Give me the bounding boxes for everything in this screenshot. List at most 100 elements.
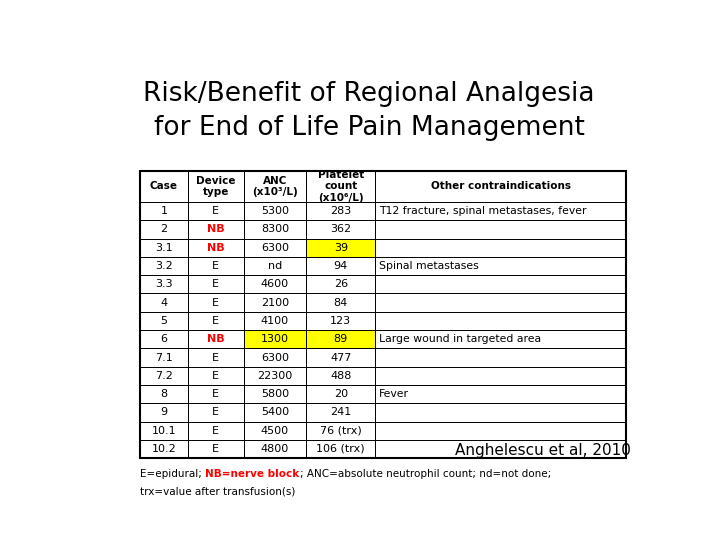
Text: NB: NB	[207, 225, 225, 234]
Text: 4: 4	[161, 298, 168, 308]
Bar	[140, 239, 188, 257]
Bar	[375, 312, 626, 330]
Bar	[306, 220, 375, 239]
Bar	[243, 385, 306, 403]
Text: 76 (trx): 76 (trx)	[320, 426, 361, 436]
Text: E: E	[212, 279, 219, 289]
Bar	[243, 293, 306, 312]
Bar	[140, 293, 188, 312]
Text: 4600: 4600	[261, 279, 289, 289]
Text: 1: 1	[161, 206, 168, 216]
Bar	[375, 403, 626, 422]
Text: 39: 39	[334, 243, 348, 253]
Bar	[188, 275, 243, 293]
Text: 5: 5	[161, 316, 168, 326]
Text: 10.2: 10.2	[151, 444, 176, 454]
Bar	[243, 422, 306, 440]
Text: nd: nd	[268, 261, 282, 271]
Text: Other contraindications: Other contraindications	[431, 181, 570, 191]
Text: Platelet
count
(x10⁶/L): Platelet count (x10⁶/L)	[318, 170, 364, 203]
Text: 26: 26	[334, 279, 348, 289]
Bar	[188, 257, 243, 275]
Bar	[375, 385, 626, 403]
Text: Anghelescu et al, 2010: Anghelescu et al, 2010	[455, 443, 631, 458]
Text: 8: 8	[161, 389, 168, 399]
Bar	[188, 367, 243, 385]
Text: 7.2: 7.2	[155, 371, 173, 381]
Bar	[375, 367, 626, 385]
Bar	[243, 403, 306, 422]
Text: 5400: 5400	[261, 407, 289, 417]
Bar	[375, 220, 626, 239]
Bar	[375, 293, 626, 312]
Bar	[243, 348, 306, 367]
Text: 3.3: 3.3	[155, 279, 173, 289]
Text: E: E	[212, 407, 219, 417]
Bar	[188, 171, 243, 202]
Bar	[140, 171, 188, 202]
Bar	[243, 257, 306, 275]
Bar	[188, 403, 243, 422]
Text: Risk/Benefit of Regional Analgesia: Risk/Benefit of Regional Analgesia	[143, 82, 595, 107]
Text: 22300: 22300	[257, 371, 292, 381]
Text: E: E	[212, 261, 219, 271]
Bar	[140, 422, 188, 440]
Text: E: E	[212, 298, 219, 308]
Bar	[188, 202, 243, 220]
Text: 10.1: 10.1	[152, 426, 176, 436]
Bar	[243, 220, 306, 239]
Text: 2: 2	[161, 225, 168, 234]
Text: E: E	[212, 316, 219, 326]
Bar	[306, 367, 375, 385]
Bar	[306, 257, 375, 275]
Bar	[306, 171, 375, 202]
Bar	[243, 202, 306, 220]
Text: E: E	[212, 389, 219, 399]
Text: trx=value after transfusion(s): trx=value after transfusion(s)	[140, 486, 296, 496]
Text: E: E	[212, 371, 219, 381]
Text: 4500: 4500	[261, 426, 289, 436]
Bar	[375, 440, 626, 458]
Bar	[140, 257, 188, 275]
Bar	[306, 293, 375, 312]
Bar	[140, 220, 188, 239]
Bar	[243, 171, 306, 202]
Bar	[375, 275, 626, 293]
Bar	[375, 239, 626, 257]
Text: 123: 123	[330, 316, 351, 326]
Bar	[188, 440, 243, 458]
Text: 241: 241	[330, 407, 351, 417]
Bar	[243, 330, 306, 348]
Text: 5800: 5800	[261, 389, 289, 399]
Bar	[140, 385, 188, 403]
Text: 89: 89	[333, 334, 348, 344]
Bar	[243, 440, 306, 458]
Bar	[188, 239, 243, 257]
Bar	[306, 312, 375, 330]
Text: 20: 20	[334, 389, 348, 399]
Bar	[375, 171, 626, 202]
Bar	[306, 403, 375, 422]
Text: 3.2: 3.2	[155, 261, 173, 271]
Text: 477: 477	[330, 353, 351, 362]
Text: 4100: 4100	[261, 316, 289, 326]
Bar	[140, 348, 188, 367]
Text: 362: 362	[330, 225, 351, 234]
Bar	[375, 330, 626, 348]
Bar	[188, 312, 243, 330]
Bar	[188, 330, 243, 348]
Bar	[243, 367, 306, 385]
Bar	[375, 257, 626, 275]
Bar	[188, 293, 243, 312]
Bar	[140, 367, 188, 385]
Text: Case: Case	[150, 181, 178, 191]
Text: E=epidural;: E=epidural;	[140, 469, 205, 478]
Text: NB=nerve block: NB=nerve block	[205, 469, 300, 478]
Bar	[243, 312, 306, 330]
Bar	[140, 403, 188, 422]
Text: 84: 84	[333, 298, 348, 308]
Bar	[140, 312, 188, 330]
Text: Spinal metastases: Spinal metastases	[379, 261, 479, 271]
Text: E: E	[212, 206, 219, 216]
Text: 2100: 2100	[261, 298, 289, 308]
